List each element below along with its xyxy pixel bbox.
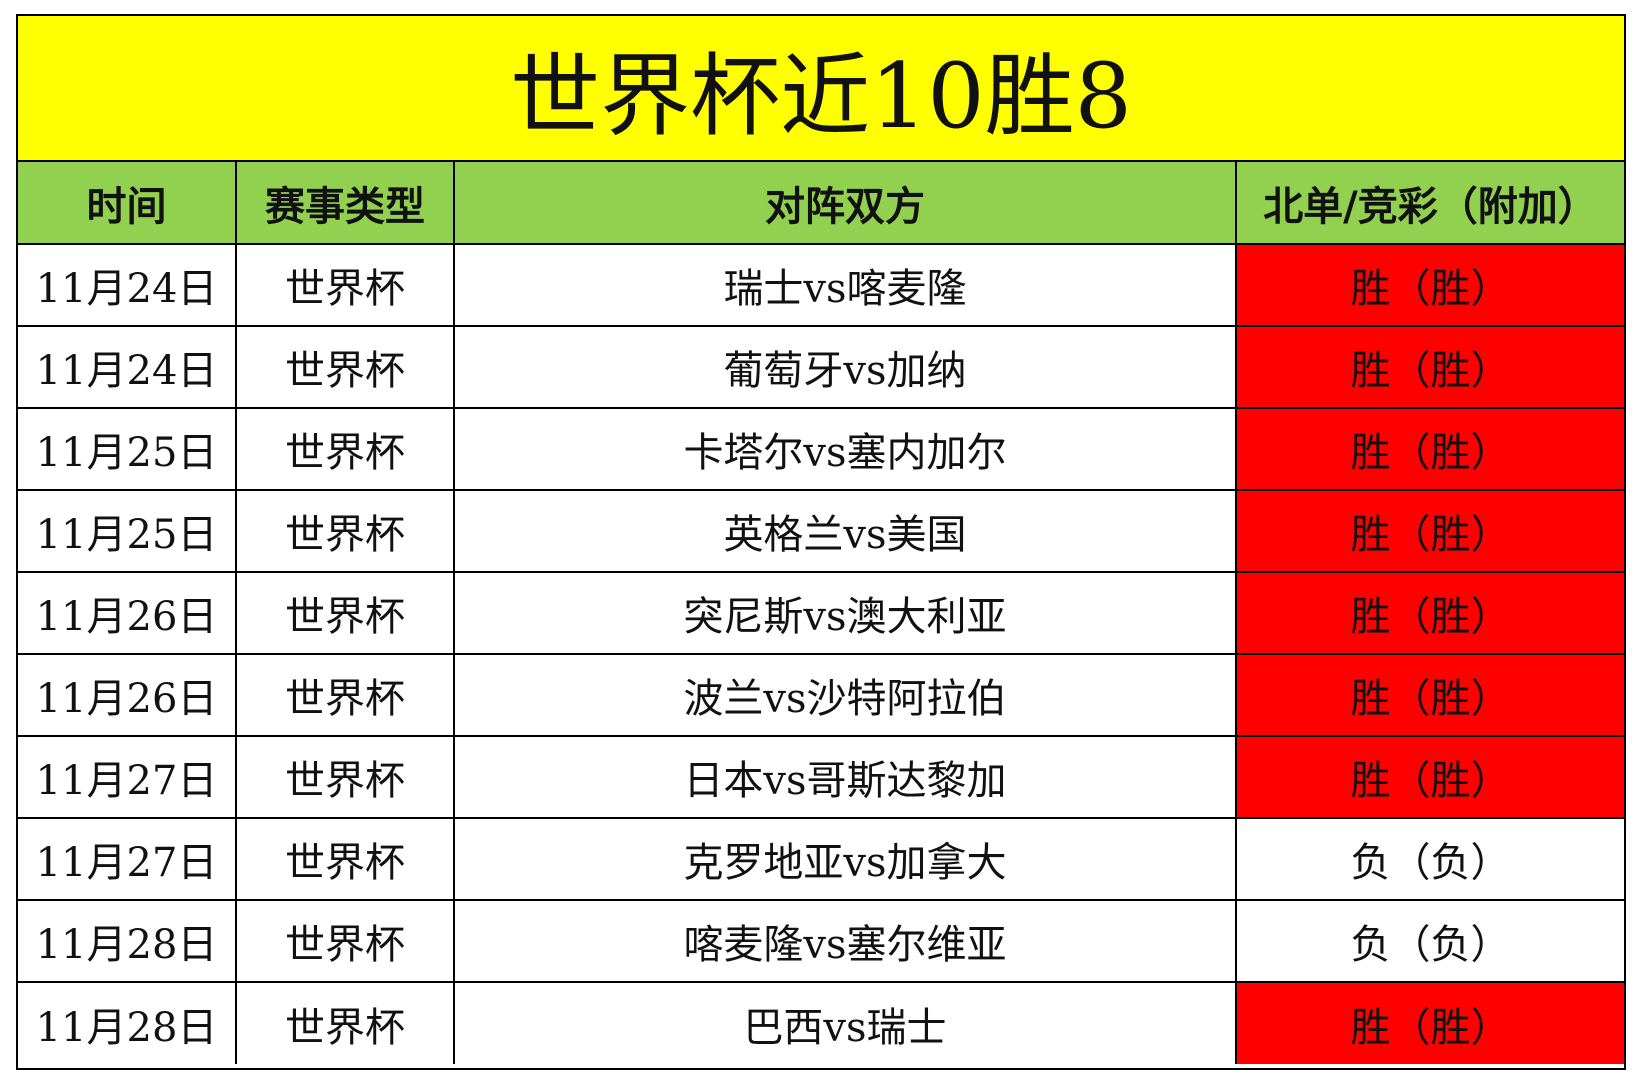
table-row: 11月26日 世界杯 波兰vs沙特阿拉伯 胜（胜） <box>18 653 1624 737</box>
type-cell: 世界杯 <box>235 981 455 1064</box>
table-row: 11月28日 世界杯 巴西vs瑞士 胜（胜） <box>18 981 1624 1064</box>
table-row: 11月27日 世界杯 日本vs哥斯达黎加 胜（胜） <box>18 735 1624 819</box>
result-cell: 负（负） <box>1235 899 1624 983</box>
table-row: 11月24日 世界杯 瑞士vs喀麦隆 胜（胜） <box>18 243 1624 327</box>
date-cell: 11月26日 <box>18 653 237 737</box>
type-cell: 世界杯 <box>235 817 455 901</box>
table-row: 11月26日 世界杯 突尼斯vs澳大利亚 胜（胜） <box>18 571 1624 655</box>
date-cell: 11月28日 <box>18 981 237 1064</box>
table-row: 11月27日 世界杯 克罗地亚vs加拿大 负（负） <box>18 817 1624 901</box>
type-cell: 世界杯 <box>235 243 455 327</box>
match-cell: 葡萄牙vs加纳 <box>453 325 1237 409</box>
date-cell: 11月24日 <box>18 325 237 409</box>
date-cell: 11月25日 <box>18 489 237 573</box>
match-cell: 波兰vs沙特阿拉伯 <box>453 653 1237 737</box>
result-cell: 胜（胜） <box>1235 981 1624 1064</box>
type-cell: 世界杯 <box>235 571 455 655</box>
results-sheet: 世界杯近10胜8 时间 赛事类型 对阵双方 北单/竞彩（附加） 11月24日 世界… <box>16 14 1626 1070</box>
date-cell: 11月26日 <box>18 571 237 655</box>
match-cell: 克罗地亚vs加拿大 <box>453 817 1237 901</box>
result-cell: 胜（胜） <box>1235 325 1624 409</box>
type-cell: 世界杯 <box>235 653 455 737</box>
date-cell: 11月25日 <box>18 407 237 491</box>
table-row: 11月25日 世界杯 英格兰vs美国 胜（胜） <box>18 489 1624 573</box>
match-cell: 日本vs哥斯达黎加 <box>453 735 1237 819</box>
date-cell: 11月24日 <box>18 243 237 327</box>
match-cell: 英格兰vs美国 <box>453 489 1237 573</box>
match-cell: 瑞士vs喀麦隆 <box>453 243 1237 327</box>
date-cell: 11月27日 <box>18 735 237 819</box>
type-cell: 世界杯 <box>235 899 455 983</box>
match-cell: 喀麦隆vs塞尔维亚 <box>453 899 1237 983</box>
result-cell: 胜（胜） <box>1235 407 1624 491</box>
header-date: 时间 <box>18 162 237 245</box>
type-cell: 世界杯 <box>235 735 455 819</box>
result-cell: 胜（胜） <box>1235 243 1624 327</box>
type-cell: 世界杯 <box>235 325 455 409</box>
match-cell: 巴西vs瑞士 <box>453 981 1237 1064</box>
result-cell: 胜（胜） <box>1235 735 1624 819</box>
result-cell: 胜（胜） <box>1235 489 1624 573</box>
page-title: 世界杯近10胜8 <box>18 16 1624 162</box>
result-cell: 胜（胜） <box>1235 571 1624 655</box>
date-cell: 11月27日 <box>18 817 237 901</box>
date-cell: 11月28日 <box>18 899 237 983</box>
result-cell: 负（负） <box>1235 817 1624 901</box>
header-type: 赛事类型 <box>235 162 455 245</box>
table-row: 11月28日 世界杯 喀麦隆vs塞尔维亚 负（负） <box>18 899 1624 983</box>
result-cell: 胜（胜） <box>1235 653 1624 737</box>
type-cell: 世界杯 <box>235 407 455 491</box>
header-row: 时间 赛事类型 对阵双方 北单/竞彩（附加） <box>18 162 1624 245</box>
header-result: 北单/竞彩（附加） <box>1235 162 1624 245</box>
match-cell: 突尼斯vs澳大利亚 <box>453 571 1237 655</box>
table-row: 11月24日 世界杯 葡萄牙vs加纳 胜（胜） <box>18 325 1624 409</box>
header-match: 对阵双方 <box>453 162 1237 245</box>
match-cell: 卡塔尔vs塞内加尔 <box>453 407 1237 491</box>
type-cell: 世界杯 <box>235 489 455 573</box>
results-table: 时间 赛事类型 对阵双方 北单/竞彩（附加） 11月24日 世界杯 瑞士vs喀麦隆胜… <box>18 162 1624 1064</box>
table-row: 11月25日 世界杯 卡塔尔vs塞内加尔 胜（胜） <box>18 407 1624 491</box>
